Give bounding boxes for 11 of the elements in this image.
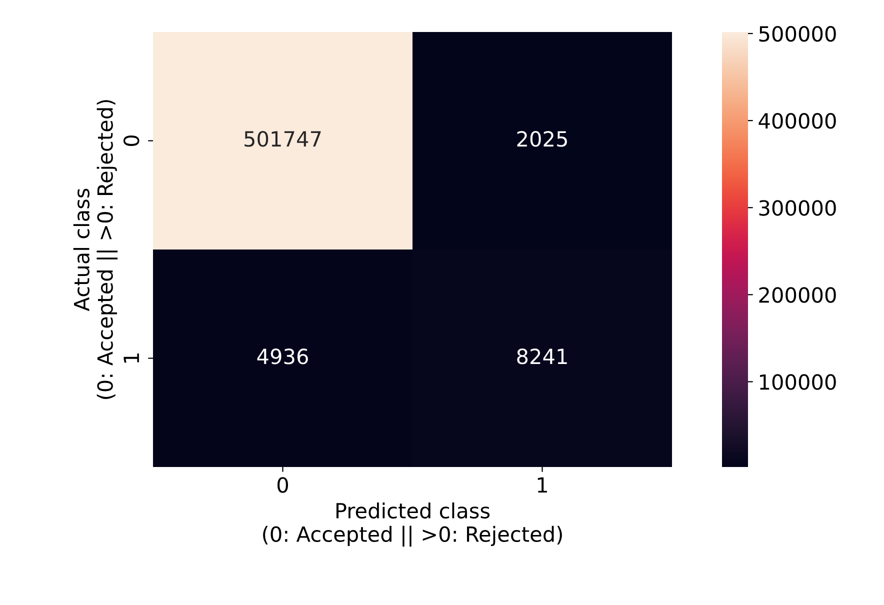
data-label: 8241 <box>517 348 567 364</box>
color-bar-label: 100000 <box>760 374 836 390</box>
data-label: 2025 <box>517 131 567 147</box>
color-bar-label: 500000 <box>759 26 836 42</box>
x-axis-title: Predicted class (0: Accepted || >0: Rejected) <box>263 502 562 547</box>
data-label: 4936 <box>257 348 308 364</box>
y-axis-title: Actual class (0: Accepted || >0: Rejected) <box>73 100 118 399</box>
color-bar-label: 200000 <box>759 287 836 303</box>
data-label: 501747 <box>244 131 321 147</box>
color-bar-label: 300000 <box>759 200 836 216</box>
color-bar-label: 400000 <box>758 113 836 129</box>
